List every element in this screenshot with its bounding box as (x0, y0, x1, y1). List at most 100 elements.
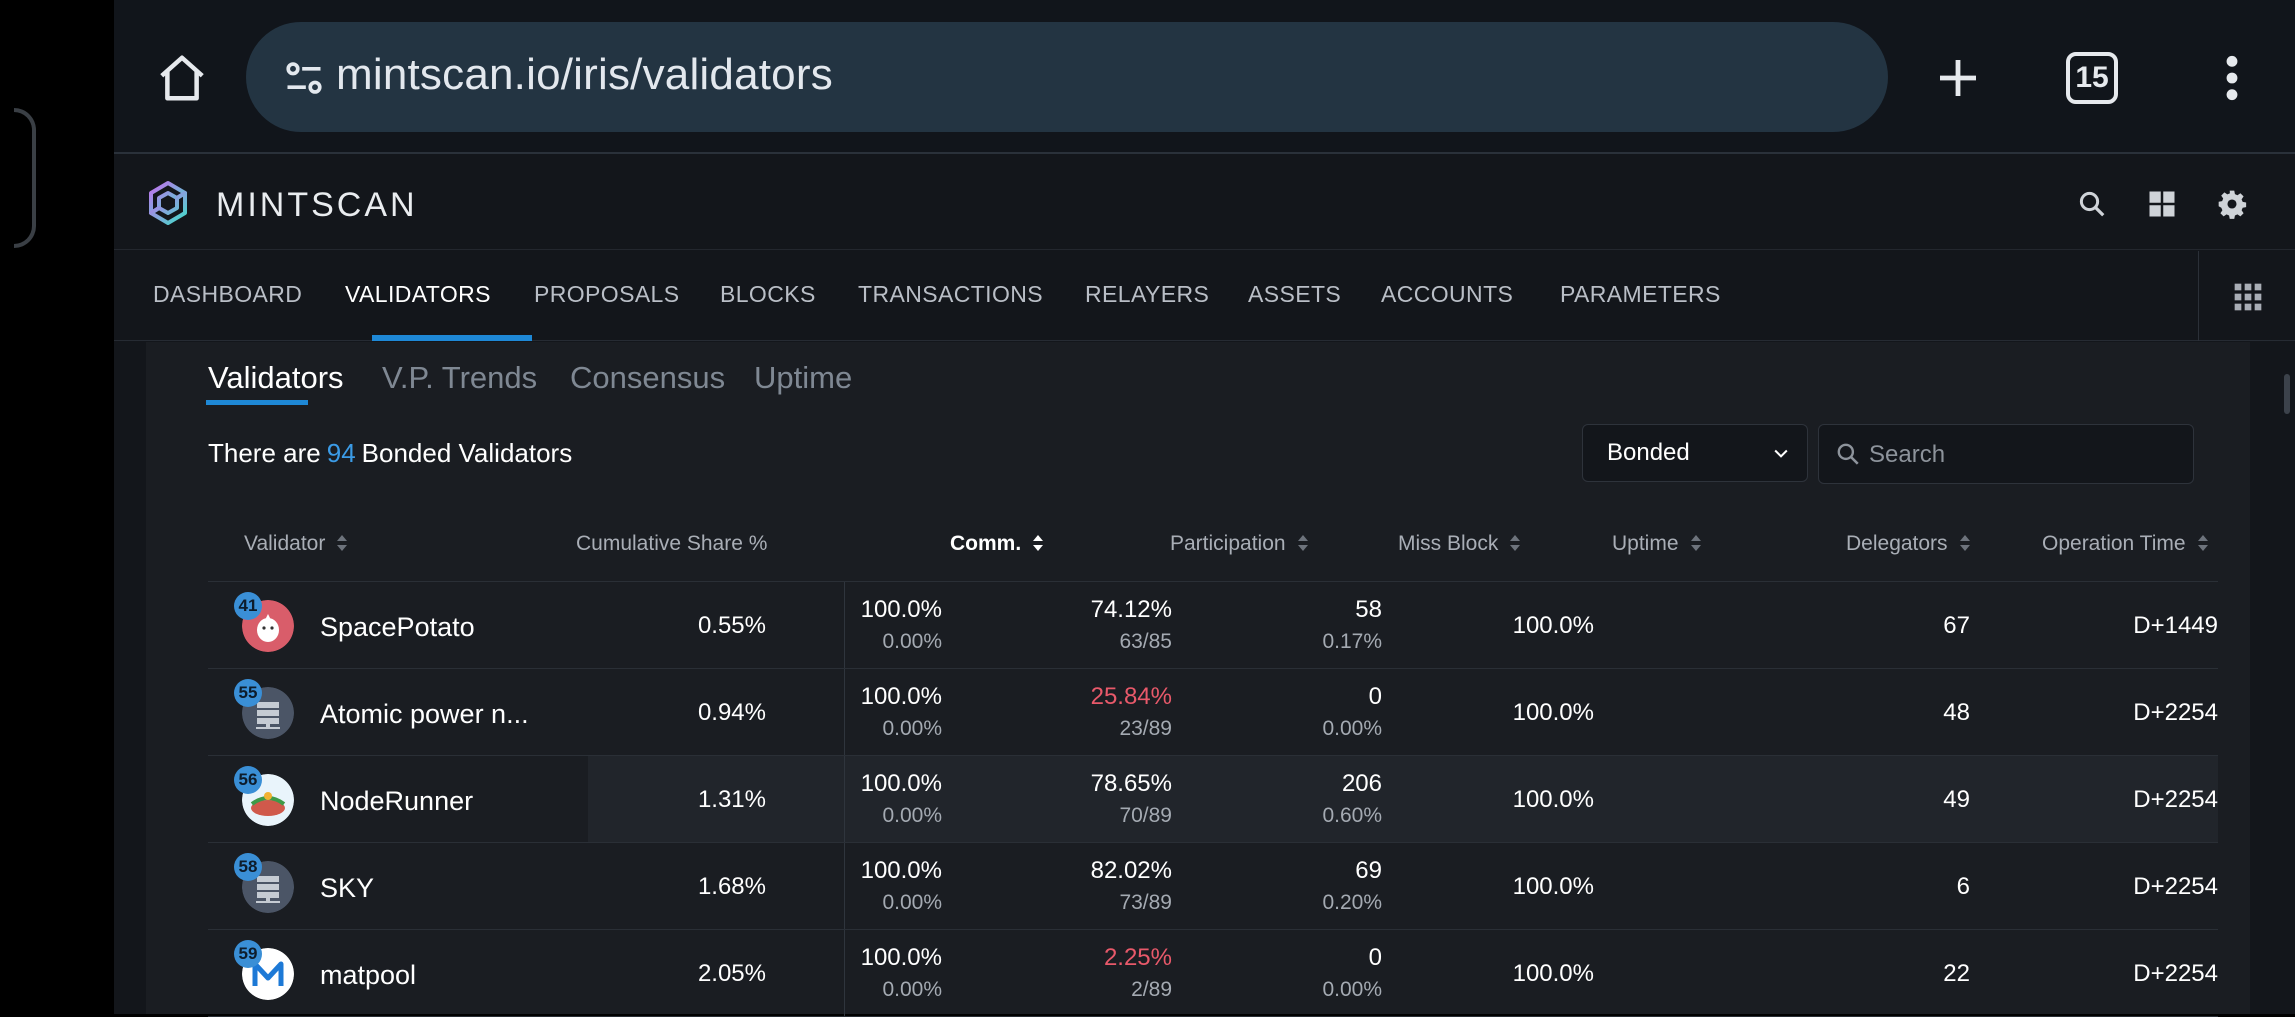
col-uptime-label: Uptime (1612, 532, 1679, 555)
site-settings-icon[interactable] (282, 56, 326, 100)
nav-parameters[interactable]: PARAMETERS (1560, 281, 1721, 307)
nav-assets[interactable]: ASSETS (1248, 281, 1342, 307)
participation-rate: 82.02% (1090, 857, 1172, 884)
table-row[interactable]: 58 SKY 1.68% 100.0% 0.00% 82.02% 73/89 69 0.20% 1… (208, 843, 2218, 930)
validator-search (1818, 424, 2194, 484)
plus-icon (1940, 60, 1976, 96)
validator-summary: There are 94 Bonded Validators (208, 438, 572, 469)
commission-change: 0.00% (882, 978, 942, 1001)
more-vertical-icon (2226, 55, 2238, 101)
subtab-validators[interactable]: Validators (208, 360, 344, 395)
delegators-count: 67 (1943, 612, 1970, 639)
nav-blocks[interactable]: BLOCKS (720, 281, 816, 307)
validator-name[interactable]: SKY (320, 873, 375, 903)
browser-menu-button[interactable] (2194, 40, 2270, 116)
nav-proposals[interactable]: PROPOSALS (534, 281, 680, 307)
header-settings-button[interactable] (2212, 184, 2252, 224)
table-row[interactable]: 56 NodeRunner 1.31% 100.0% 0.00% 78.65% 70/89 2… (208, 756, 2218, 843)
delegators-count: 49 (1943, 786, 1970, 813)
col-operation-time[interactable]: Operation Time (2042, 532, 2210, 556)
column-divider (844, 669, 845, 755)
nav-relayers[interactable]: RELAYERS (1085, 281, 1210, 307)
subtab-vp-trends[interactable]: V.P. Trends (382, 360, 538, 395)
nav-divider (2198, 251, 2199, 341)
participation-rate: 78.65% (1090, 770, 1172, 797)
left-edge-strip (0, 0, 114, 1014)
validator-rank-badge: 41 (234, 592, 262, 620)
tab-switcher-button[interactable]: 15 (2054, 40, 2130, 116)
column-divider (844, 843, 845, 929)
miss-block-rate: 0.60% (1322, 804, 1382, 827)
col-uptime[interactable]: Uptime (1612, 532, 1703, 556)
miss-block-count: 69 (1355, 857, 1382, 884)
column-divider (844, 930, 845, 1016)
participation-rate: 25.84% (1090, 683, 1172, 710)
main-nav: DASHBOARD VALIDATORS PROPOSALS BLOCKS TR… (114, 251, 2295, 341)
validators-panel: Validators V.P. Trends Consensus Uptime … (146, 342, 2250, 1017)
delegators-count: 22 (1943, 960, 1970, 987)
col-participation-label: Participation (1170, 532, 1286, 555)
uptime-value: 100.0% (1512, 786, 1594, 813)
sort-icon (1296, 534, 1310, 554)
search-input[interactable] (1869, 435, 2169, 475)
nav-transactions[interactable]: TRANSACTIONS (858, 281, 1043, 307)
nav-dashboard[interactable]: DASHBOARD (153, 281, 303, 307)
nav-validators[interactable]: VALIDATORS (345, 281, 491, 307)
apps-grid-icon[interactable] (2232, 281, 2264, 313)
edge-panel-handle[interactable] (14, 108, 36, 248)
participation-votes: 2/89 (1131, 978, 1172, 1001)
validator-name[interactable]: matpool (320, 960, 417, 990)
subtab-active-indicator (206, 400, 308, 405)
subtab-consensus[interactable]: Consensus (570, 360, 726, 395)
col-validator[interactable]: Validator (244, 532, 349, 556)
cumulative-share: 0.94% (697, 699, 766, 726)
table-row[interactable]: 59 matpool 2.05% 100.0% 0.00% 2.25% 2/89 0 0.00%… (208, 930, 2218, 1017)
operation-time: D+2254 (2133, 960, 2218, 987)
validator-name[interactable]: SpacePotato (320, 612, 475, 642)
commission-rate: 100.0% (860, 596, 942, 623)
commission-rate: 100.0% (860, 944, 942, 971)
cumulative-share: 0.55% (697, 612, 766, 639)
miss-block-rate: 0.00% (1322, 717, 1382, 740)
table-row[interactable]: 41 SpacePotato 0.55% 100.0% 0.00% 74.12% 63/85… (208, 582, 2218, 669)
status-filter-select[interactable]: Bonded (1582, 424, 1808, 482)
validator-rank-badge: 59 (234, 940, 262, 968)
new-tab-button[interactable] (1920, 40, 1996, 116)
status-filter-value: Bonded (1607, 439, 1690, 466)
validator-name[interactable]: Atomic power n... (320, 699, 529, 729)
brand-name[interactable]: MINTSCAN (216, 186, 418, 224)
miss-block-count: 0 (1368, 944, 1382, 971)
tab-count: 15 (2066, 52, 2118, 104)
col-miss-block[interactable]: Miss Block (1398, 532, 1522, 556)
page-scrollbar[interactable] (2284, 374, 2290, 414)
address-bar[interactable]: mintscan.io/iris/validators (246, 22, 1888, 132)
url-text[interactable]: mintscan.io/iris/validators (336, 50, 833, 99)
gear-icon (2218, 190, 2247, 219)
grid-icon (2149, 191, 2175, 217)
home-button[interactable] (144, 40, 220, 116)
site-header: MINTSCAN (114, 156, 2295, 250)
nav-active-indicator (372, 335, 532, 341)
header-chains-button[interactable] (2142, 184, 2182, 224)
col-participation[interactable]: Participation (1170, 532, 1310, 556)
summary-prefix: There are (208, 438, 321, 468)
miss-block-rate: 0.20% (1322, 891, 1382, 914)
participation-votes: 63/85 (1119, 630, 1172, 653)
chevron-down-icon (1774, 449, 1788, 458)
col-cumulative-share-label: Cumulative Share % (576, 532, 768, 555)
sort-icon (2196, 534, 2210, 554)
col-commission[interactable]: Comm. (950, 532, 1045, 556)
operation-time: D+2254 (2133, 699, 2218, 726)
mintscan-logo-icon[interactable] (146, 180, 190, 226)
col-delegators[interactable]: Delegators (1846, 532, 1972, 556)
sort-icon (1508, 534, 1522, 554)
validator-name[interactable]: NodeRunner (320, 786, 474, 816)
commission-rate: 100.0% (860, 683, 942, 710)
summary-suffix: Bonded Validators (361, 438, 573, 468)
participation-votes: 23/89 (1119, 717, 1172, 740)
table-row[interactable]: 55 Atomic power n... 0.94% 100.0% 0.00% 25.84… (208, 669, 2218, 756)
subtab-uptime[interactable]: Uptime (754, 360, 853, 395)
header-search-button[interactable] (2072, 184, 2112, 224)
commission-rate: 100.0% (860, 770, 942, 797)
nav-accounts[interactable]: ACCOUNTS (1381, 281, 1514, 307)
